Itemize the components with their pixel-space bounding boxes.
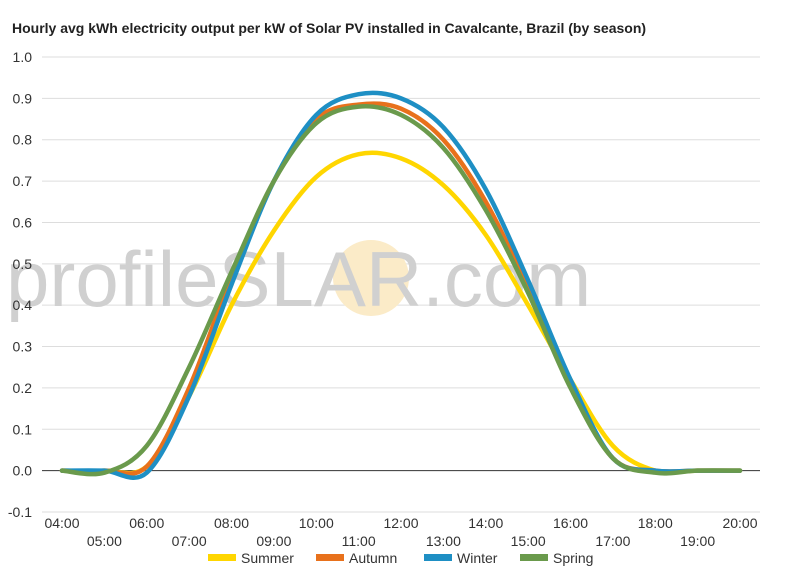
x-tick-label: 05:00 (87, 533, 122, 549)
y-tick-label: 1.0 (13, 49, 33, 65)
y-tick-label: 0.7 (13, 173, 33, 189)
y-tick-label: 0.5 (13, 256, 33, 272)
x-tick-label: 18:00 (638, 515, 673, 531)
legend-label: Autumn (349, 550, 397, 566)
legend-swatch (424, 554, 452, 561)
x-tick-label: 06:00 (129, 515, 164, 531)
x-tick-label: 15:00 (511, 533, 546, 549)
series-line-spring (59, 104, 743, 477)
series-lines (59, 90, 743, 480)
legend-label: Summer (241, 550, 294, 566)
chart-title: Hourly avg kWh electricity output per kW… (12, 20, 647, 36)
x-tick-label: 19:00 (680, 533, 715, 549)
x-tick-label: 14:00 (468, 515, 503, 531)
y-tick-label: 0.3 (13, 339, 33, 355)
grid-lines (42, 56, 760, 513)
x-tick-label: 12:00 (383, 515, 418, 531)
watermark-sun-icon (333, 240, 409, 316)
x-tick-label: 17:00 (595, 533, 630, 549)
x-tick-label: 11:00 (342, 533, 376, 549)
x-tick-label: 13:00 (426, 533, 461, 549)
x-tick-label: 04:00 (44, 515, 79, 531)
legend-swatch (520, 554, 548, 561)
y-tick-label: 0.4 (13, 297, 33, 313)
y-tick-label: 0.9 (13, 90, 33, 106)
y-tick-label: 0.0 (13, 463, 33, 479)
axes: 1.0 0.9 0.8 0.7 0.6 0.5 0.4 0.3 0.2 0.1 0.0 -0.1 04:… (8, 49, 760, 549)
legend-label: Spring (553, 550, 593, 566)
y-tick-label: 0.6 (13, 214, 33, 230)
y-tick-label: 0.8 (13, 132, 33, 148)
legend-label: Winter (457, 550, 498, 566)
legend-swatch (208, 554, 236, 561)
x-tick-label: 07:00 (172, 533, 207, 549)
x-tick-label: 08:00 (214, 515, 249, 531)
watermark-text: profileSLAR.com (6, 235, 591, 323)
legend-swatch (316, 554, 344, 561)
legend: Summer Autumn Winter Spring (208, 550, 593, 566)
watermark: profileSLAR.com (6, 235, 591, 323)
x-tick-label: 16:00 (553, 515, 588, 531)
x-tick-label: 10:00 (299, 515, 334, 531)
y-tick-label: -0.1 (8, 504, 32, 520)
x-tick-label: 20:00 (722, 515, 757, 531)
y-tick-label: 0.1 (13, 421, 33, 437)
x-tick-label: 09:00 (256, 533, 291, 549)
y-tick-label: 0.2 (13, 380, 33, 396)
